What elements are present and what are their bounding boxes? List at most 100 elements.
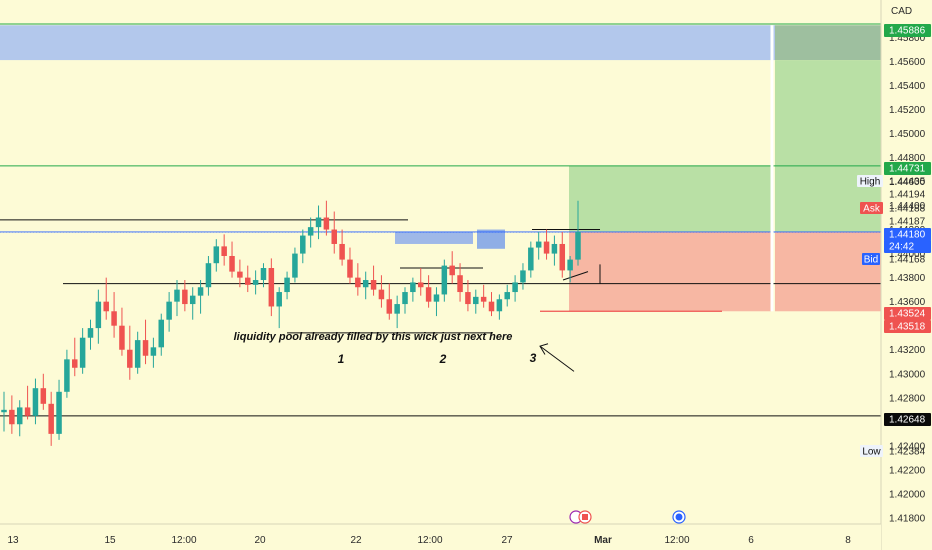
candle-body [252, 280, 259, 285]
candle-body [449, 265, 455, 276]
arrow-shaft [539, 345, 575, 372]
candle [535, 231, 542, 260]
candle [213, 239, 220, 272]
candle-body [378, 289, 385, 300]
candle [166, 292, 172, 332]
candle [323, 200, 330, 236]
candle-body [127, 349, 133, 368]
candle [496, 294, 503, 320]
candle [433, 287, 440, 317]
candle-body [465, 292, 471, 305]
zones-layer [0, 25, 881, 312]
candle-body [473, 296, 479, 305]
y-tick-label: 1.45800 [889, 33, 926, 44]
candle-body [134, 340, 141, 368]
candle [16, 400, 23, 437]
candle-body [551, 243, 558, 254]
candle-body [9, 409, 15, 425]
candle-body [150, 347, 157, 356]
candle [488, 292, 495, 317]
price-tag: Low 1.42384 [860, 445, 926, 458]
event-icon-globe [672, 510, 686, 524]
price-tag-label-bg [860, 445, 883, 457]
candle-body [512, 282, 518, 293]
y-tick-label: 1.42800 [889, 393, 926, 404]
candle [339, 229, 345, 266]
candle [417, 268, 424, 296]
price-tag-bg [884, 24, 931, 37]
price-tag-value: 1.44194 [889, 190, 926, 201]
candle [197, 280, 204, 314]
y-tick-label: 1.43800 [889, 273, 926, 284]
price-tag-value: 1.44188 [889, 204, 926, 215]
candle [174, 280, 180, 317]
candle-body [347, 259, 353, 278]
candle-body [307, 227, 314, 236]
liquidity-box [395, 231, 473, 244]
candle [119, 307, 125, 356]
price-tag: 1.43524 [884, 307, 931, 320]
globe-icon-core [675, 513, 683, 521]
candle-body [205, 263, 212, 288]
candle [300, 229, 306, 264]
candle [245, 265, 251, 293]
candle [567, 255, 573, 283]
candle-body [158, 319, 165, 348]
price-tag: 24:42 [884, 240, 931, 253]
candle-body [520, 270, 526, 283]
candle [528, 241, 534, 278]
candle [142, 319, 149, 365]
candle [150, 337, 157, 368]
candle-body [575, 231, 581, 260]
candle [394, 295, 400, 329]
arrow-head [539, 343, 549, 355]
candle [292, 247, 298, 283]
price-tag-label: Ask [863, 204, 881, 215]
x-tick-label: 15 [104, 535, 116, 546]
candle [370, 265, 377, 296]
candle-body [221, 246, 227, 256]
candle [229, 241, 235, 278]
candle-body [1, 409, 7, 413]
candle-body [559, 243, 566, 271]
candle-body [535, 241, 542, 248]
price-tag: 1.42648 [884, 413, 931, 426]
y-tick-label: 1.43600 [889, 297, 926, 308]
price-tag-value: 1.44180 [889, 230, 926, 241]
price-axis[interactable]: CAD1.418001.420001.422001.424001.426001.… [857, 0, 932, 550]
target-zone-extended [775, 60, 881, 166]
price-tag-label: High [860, 177, 881, 188]
price-tag-value: 1.44168 [889, 255, 926, 266]
price-tag: High 1.44435 [857, 175, 926, 188]
price-tag-value: 1.42648 [889, 415, 926, 426]
candle [158, 313, 165, 356]
candle [127, 325, 133, 380]
candle-body [410, 282, 416, 293]
liquidity-box-small [477, 229, 505, 249]
candle [87, 319, 94, 350]
candle-body [32, 388, 39, 416]
candle-body [189, 295, 196, 305]
drawing-layer [0, 23, 881, 417]
y-tick-label: 1.41800 [889, 513, 926, 524]
candle-body [142, 340, 149, 356]
candle [543, 229, 550, 260]
candle [551, 235, 558, 266]
x-tick-label: 12:00 [417, 535, 442, 546]
candle-body [300, 235, 306, 254]
y-tick-label: 1.44800 [889, 153, 926, 164]
price-tag-label-bg [857, 175, 883, 187]
candle-body [362, 280, 369, 288]
candle-body [64, 359, 70, 392]
candle-body [174, 289, 180, 302]
candle-body [111, 311, 117, 326]
candle-body [394, 304, 400, 314]
time-axis[interactable]: 13 15 12:00 20 22 12:00 27 Mar 12:00 6 8 [0, 510, 881, 550]
candle [386, 283, 393, 320]
candle-body [496, 299, 503, 312]
candle-body [315, 217, 322, 228]
candle [480, 284, 487, 308]
candle [24, 385, 31, 420]
candle-body [197, 287, 204, 296]
